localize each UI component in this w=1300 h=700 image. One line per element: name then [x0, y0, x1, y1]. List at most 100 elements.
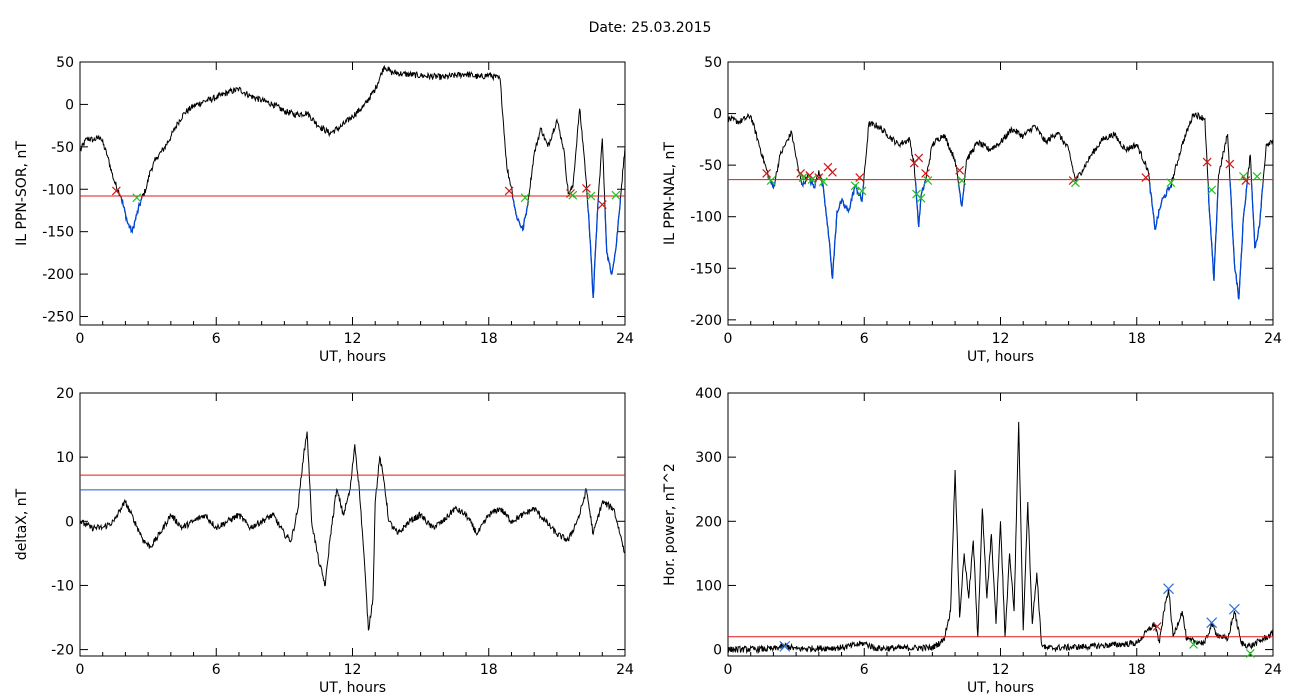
series-line [79, 431, 626, 631]
marker-end [916, 193, 926, 203]
panel-p1: 0 6 12 18 24 -250 -200 -150 -100 -50 0 50 UT, hours I… [14, 55, 634, 365]
y-tick-label: -150 [42, 225, 74, 241]
x-tick-label: 12 [344, 331, 362, 347]
y-tick-label: -10 [51, 578, 74, 594]
x-tick-label: 0 [76, 331, 85, 347]
chart-title: Date: 25.03.2015 [588, 20, 712, 36]
x-axis-label: UT, hours [319, 680, 386, 696]
y-tick-label: 200 [695, 514, 722, 530]
y-tick-label: 100 [695, 578, 722, 594]
marker-end [1239, 172, 1248, 181]
marker-end [1071, 178, 1080, 188]
plot-frame [79, 392, 626, 657]
x-tick-label: 6 [212, 662, 221, 678]
marker-peak [1206, 617, 1218, 629]
x-tick-label: 12 [992, 331, 1010, 347]
y-tick-label: -150 [690, 261, 722, 277]
y-tick-label: -100 [690, 210, 722, 226]
marker-start [597, 200, 607, 209]
series-line [727, 421, 1274, 655]
y-tick-label: -50 [51, 140, 74, 156]
marker-start [855, 173, 865, 182]
marker-end [857, 186, 867, 196]
marker-end [766, 176, 776, 186]
x-axis-label: UT, hours [967, 680, 1034, 696]
marker-end [923, 176, 933, 186]
x-tick-label: 24 [1264, 662, 1282, 678]
marker-start [111, 186, 121, 196]
marker-start [581, 183, 591, 193]
marker-start [805, 171, 815, 180]
y-axis-label: Hor. power, nT^2 [662, 463, 678, 586]
y-tick-label: 50 [704, 55, 722, 71]
x-tick-label: 24 [616, 331, 634, 347]
marker-end [818, 177, 828, 187]
marker-start [1225, 159, 1235, 169]
marker-start [1241, 176, 1251, 186]
marker-start [828, 167, 837, 177]
panel-p2: 0 6 12 18 24 -200 -150 -100 -50 0 50 UT, hours IL PP… [662, 55, 1282, 365]
marker-end [1189, 640, 1198, 649]
x-axis-label: UT, hours [967, 349, 1034, 365]
marker-end [807, 175, 817, 185]
plot-frame [727, 61, 1274, 326]
x-tick-label: 18 [480, 662, 498, 678]
y-tick-label: 0 [65, 514, 74, 530]
y-tick-label: -20 [51, 643, 74, 659]
x-tick-label: 12 [992, 662, 1010, 678]
y-axis-label: deltaX, nT [14, 488, 30, 560]
x-tick-label: 18 [1128, 662, 1146, 678]
x-tick-label: 6 [212, 331, 221, 347]
marker-end [798, 173, 808, 182]
y-axis-label: IL PPN-NAL, nT [662, 142, 678, 245]
marker-end [1207, 185, 1217, 195]
marker-start [762, 168, 772, 178]
marker-peak [779, 640, 791, 652]
marker-start [1202, 157, 1212, 167]
plot-frame [79, 61, 626, 326]
y-axis-label: IL PPN-SOR, nT [14, 141, 30, 246]
marker-start [1152, 622, 1162, 631]
x-tick-label: 0 [724, 331, 733, 347]
y-tick-label: 50 [56, 55, 74, 71]
marker-start [796, 168, 806, 178]
y-tick-label: 300 [695, 450, 722, 466]
y-tick-label: -100 [42, 182, 74, 198]
x-tick-label: 6 [860, 662, 869, 678]
x-tick-label: 0 [76, 662, 85, 678]
y-tick-label: -50 [699, 158, 722, 174]
marker-end [586, 191, 596, 201]
marker-end [132, 193, 142, 203]
marker-start [1141, 173, 1151, 182]
below-threshold-line [769, 178, 1264, 300]
marker-end [568, 190, 578, 200]
marker-end [1166, 178, 1176, 188]
x-axis-label: UT, hours [319, 349, 386, 365]
marker-peak [1228, 603, 1240, 615]
marker-end [1245, 649, 1255, 658]
x-tick-label: 0 [724, 662, 733, 678]
marker-end [1252, 172, 1262, 181]
series-line [727, 111, 1274, 300]
x-tick-label: 6 [860, 331, 869, 347]
marker-end [850, 181, 860, 191]
x-tick-label: 24 [1264, 331, 1282, 347]
x-tick-label: 24 [616, 662, 634, 678]
x-tick-label: 18 [1128, 331, 1146, 347]
y-tick-label: -200 [42, 267, 74, 283]
below-threshold-line [120, 196, 622, 298]
marker-end [520, 193, 530, 203]
y-tick-label: 0 [713, 643, 722, 659]
series-line [79, 64, 626, 298]
marker-end [957, 176, 967, 186]
panel-p4: 0 6 12 18 24 0 100 200 300 400 UT, hours Hor. power… [662, 386, 1282, 696]
y-tick-label: 0 [713, 107, 722, 123]
marker-start [504, 186, 514, 196]
y-tick-label: -200 [690, 313, 722, 329]
y-tick-label: -250 [42, 310, 74, 326]
x-tick-label: 18 [480, 331, 498, 347]
x-tick-label: 12 [344, 662, 362, 678]
y-tick-label: 400 [695, 386, 722, 402]
y-tick-label: 0 [65, 97, 74, 113]
